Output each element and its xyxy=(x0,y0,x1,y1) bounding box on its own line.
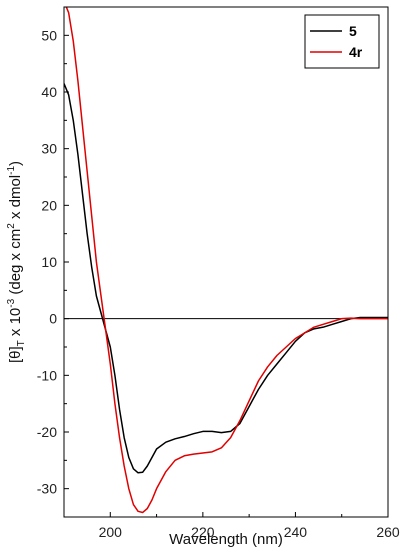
y-axis-label-part: x 10 xyxy=(7,308,24,341)
y-tick-label: -20 xyxy=(37,424,57,440)
x-tick-label: 200 xyxy=(99,524,123,540)
y-tick-label: 10 xyxy=(41,254,57,270)
x-tick-label: 260 xyxy=(376,524,400,540)
plot-area xyxy=(63,6,389,518)
plot-frame xyxy=(63,6,389,518)
y-axis-label-part: [θ] xyxy=(7,346,24,363)
y-tick-label: -10 xyxy=(37,367,57,383)
y-axis-label-part: x dmol xyxy=(7,175,24,223)
x-tick-label: 220 xyxy=(191,524,215,540)
y-axis-label-superscript: 2 xyxy=(6,223,17,229)
y-tick-label: 0 xyxy=(49,311,57,327)
y-tick-label: 40 xyxy=(41,84,57,100)
series-line-5 xyxy=(64,83,388,474)
x-tick-label: 240 xyxy=(284,524,308,540)
y-axis-label-superscript: -3 xyxy=(6,298,17,307)
y-tick-label: 50 xyxy=(41,27,57,43)
y-tick-label: 30 xyxy=(41,141,57,157)
legend-label-series-5: 5 xyxy=(349,23,357,39)
legend-label-series-4r: 4r xyxy=(349,44,363,60)
y-axis-label-part: (deg x cm xyxy=(7,229,24,299)
y-axis-label: [θ]T x 10-3 (deg x cm2 x dmol-1) xyxy=(6,161,27,363)
y-tick-label: -30 xyxy=(37,481,57,497)
x-axis-ticks: 200 220 240 260 xyxy=(63,512,400,540)
x-axis-label: Wavelength (nm) xyxy=(169,531,283,548)
y-axis-label-subscript: T xyxy=(16,340,27,346)
y-tick-label: 20 xyxy=(41,197,57,213)
y-axis-label-part: ) xyxy=(7,161,24,166)
y-axis-ticks: -30 -20 -10 0 10 20 30 40 50 xyxy=(37,6,69,518)
y-axis-label-superscript: -1 xyxy=(6,166,17,175)
legend: 5 4r xyxy=(304,14,380,69)
series-line-4r xyxy=(65,7,388,514)
legend-box xyxy=(304,14,380,69)
